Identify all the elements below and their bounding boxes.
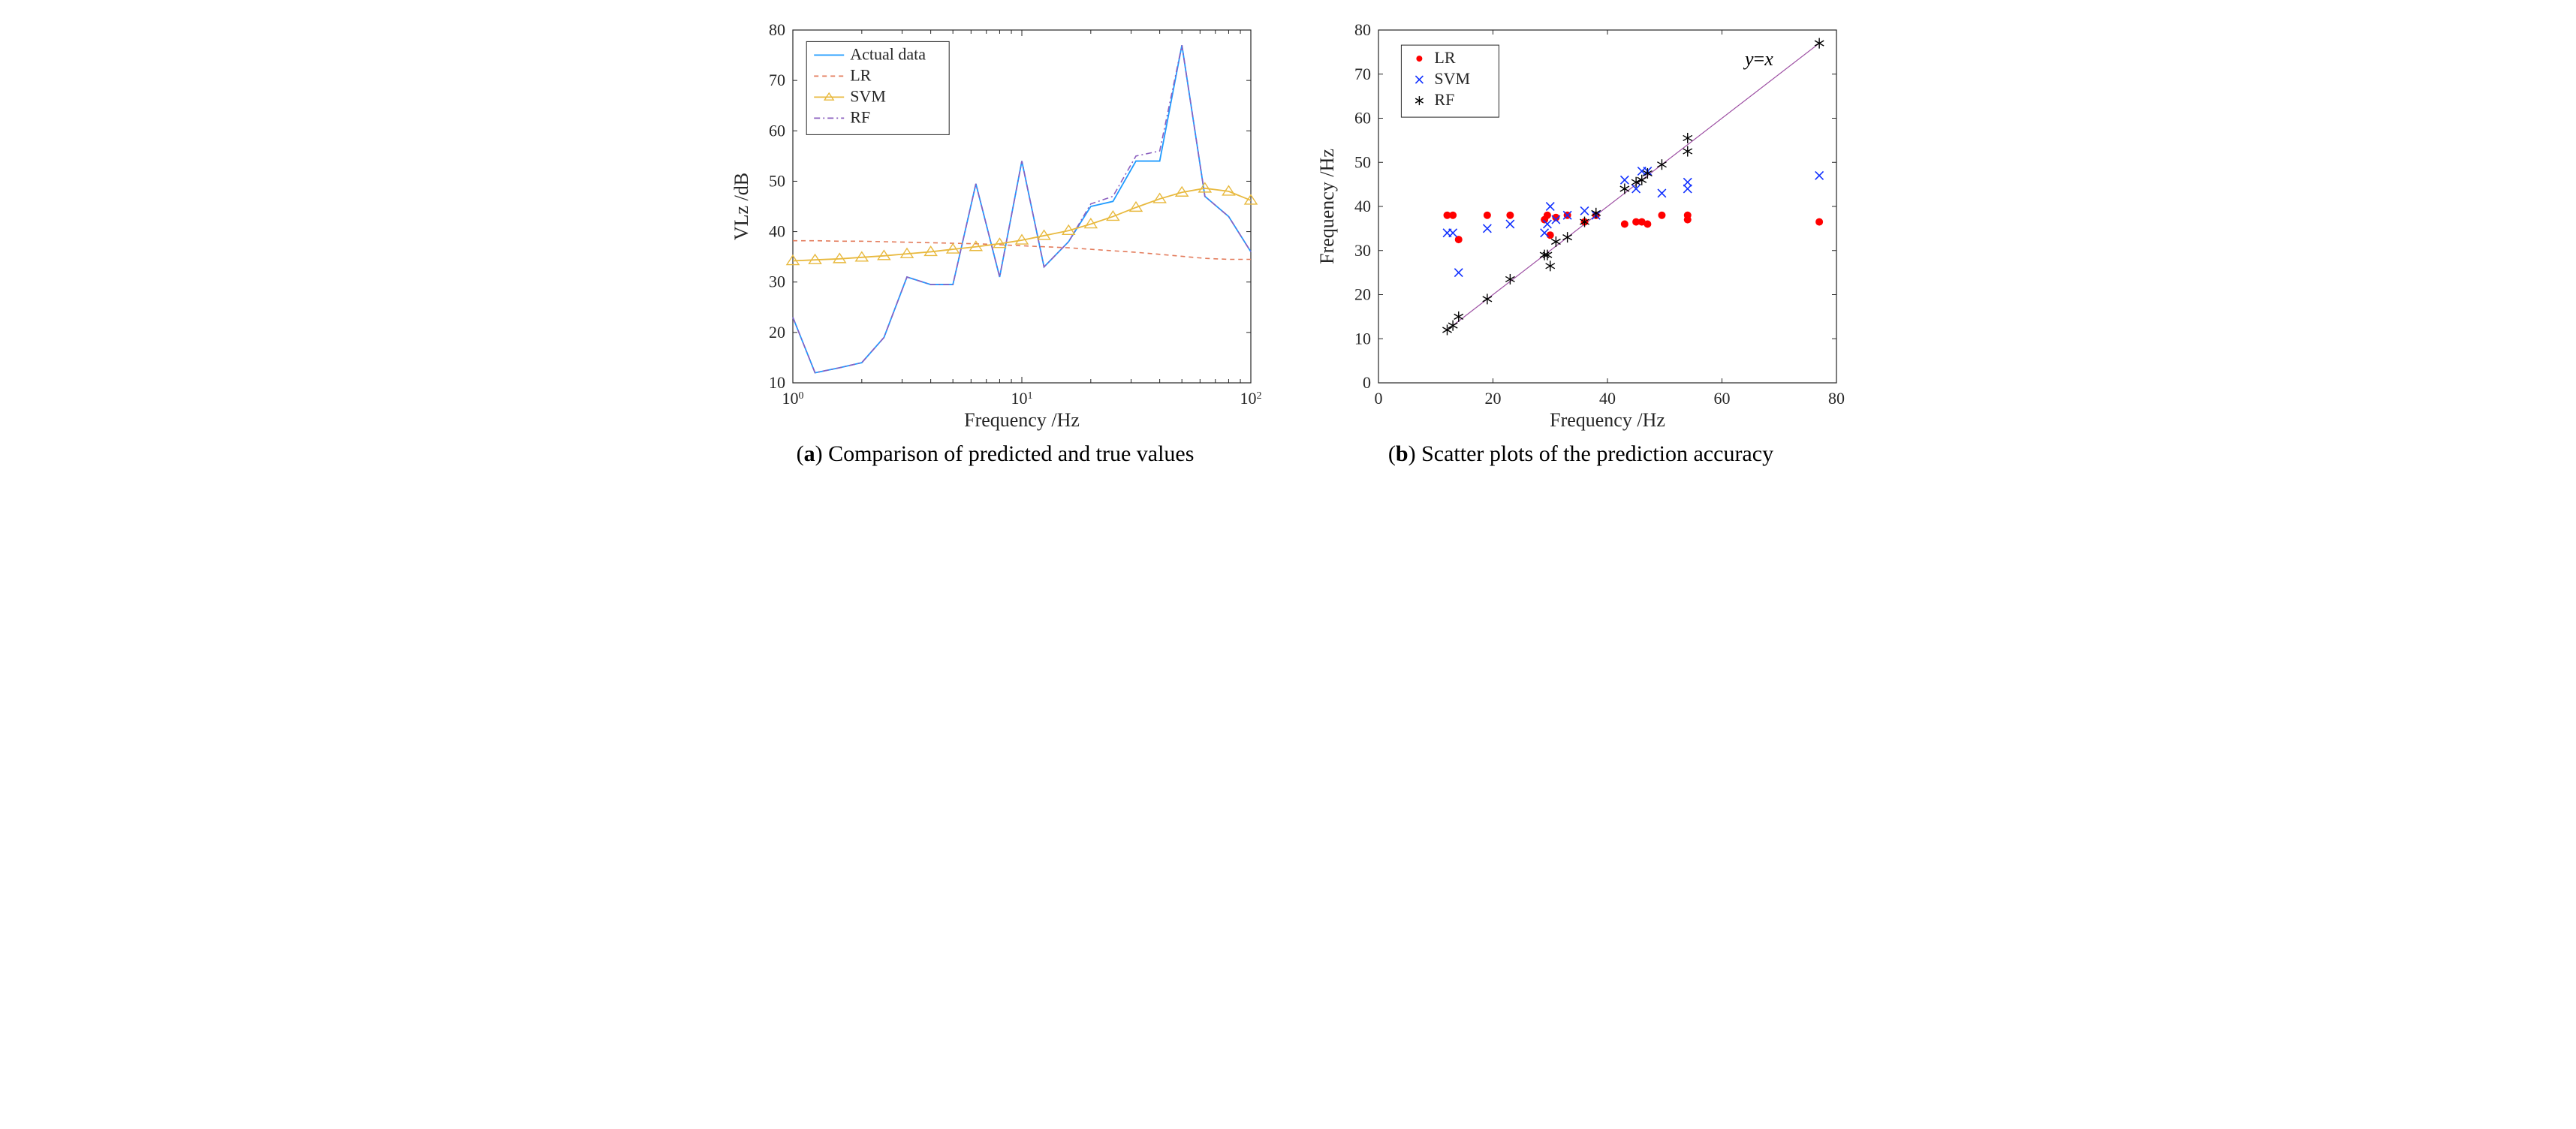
panel-a: 1020304050607080100101102Frequency /HzVL… — [725, 15, 1266, 467]
svg-text:80: 80 — [1828, 389, 1845, 408]
svg-text:101: 101 — [1011, 389, 1032, 408]
svg-text:50: 50 — [1354, 152, 1371, 171]
figure-container: 10 20 30 40 50 60 70 80 100 101 102 Frequency /Hz VL… — [15, 15, 2561, 467]
caption-a: (a) Comparison of predicted and true val… — [797, 441, 1195, 467]
svg-text:LR: LR — [850, 65, 871, 84]
svg-text:30: 30 — [1354, 241, 1371, 260]
chart-b: 0 10 20 30 40 50 60 70 80 0 20 40 60 80 Frequency /Hz F… — [1311, 15, 1851, 435]
svg-text:70: 70 — [1354, 65, 1371, 83]
panel-b: 0 10 20 30 40 50 60 70 80 0 20 40 60 80 Frequency /Hz F… — [1311, 15, 1851, 467]
svg-text:80: 80 — [1354, 20, 1371, 39]
svg-text:30: 30 — [769, 272, 785, 291]
caption-a-letter: a — [804, 441, 815, 466]
caption-b-text: Scatter plots of the prediction accuracy — [1421, 441, 1773, 466]
svg-text:40: 40 — [1354, 197, 1371, 215]
svg-text:10: 10 — [1354, 329, 1371, 348]
svg-text:Frequency /Hz: Frequency /Hz — [964, 409, 1080, 431]
svg-text:60: 60 — [769, 121, 785, 140]
svg-text:102: 102 — [1240, 389, 1261, 408]
svg-text:40: 40 — [769, 222, 785, 241]
svg-text:20: 20 — [1354, 285, 1371, 304]
svg-text:RF: RF — [850, 107, 870, 126]
svg-text:y=x: y=x — [1743, 48, 1773, 70]
svg-text:Frequency /Hz: Frequency /Hz — [1316, 149, 1338, 264]
svg-text:Frequency /Hz: Frequency /Hz — [1550, 409, 1665, 431]
svg-text:20: 20 — [769, 323, 785, 342]
caption-b: (b) Scatter plots of the prediction accu… — [1388, 441, 1773, 467]
svg-text:40: 40 — [1599, 389, 1616, 408]
svg-text:70: 70 — [769, 71, 785, 89]
svg-text:0: 0 — [1374, 389, 1382, 408]
chart-a: 1020304050607080100101102Frequency /HzVL… — [725, 15, 1266, 435]
svg-text:50: 50 — [769, 171, 785, 190]
svg-text:80: 80 — [769, 20, 785, 39]
svg-text:60: 60 — [1713, 389, 1730, 408]
svg-text:RF: RF — [1434, 90, 1454, 109]
svg-text:SVM: SVM — [850, 86, 886, 105]
svg-text:100: 100 — [782, 389, 803, 408]
svg-text:60: 60 — [1354, 109, 1371, 128]
svg-text:0: 0 — [1363, 373, 1371, 392]
svg-text:LR: LR — [1434, 48, 1455, 67]
svg-text:Actual data: Actual data — [850, 44, 926, 63]
svg-text:VLz /dB: VLz /dB — [731, 173, 752, 240]
caption-b-letter: b — [1396, 441, 1409, 466]
svg-text:SVM: SVM — [1434, 69, 1470, 88]
caption-a-text: Comparison of predicted and true values — [828, 441, 1194, 466]
svg-text:20: 20 — [1484, 389, 1501, 408]
